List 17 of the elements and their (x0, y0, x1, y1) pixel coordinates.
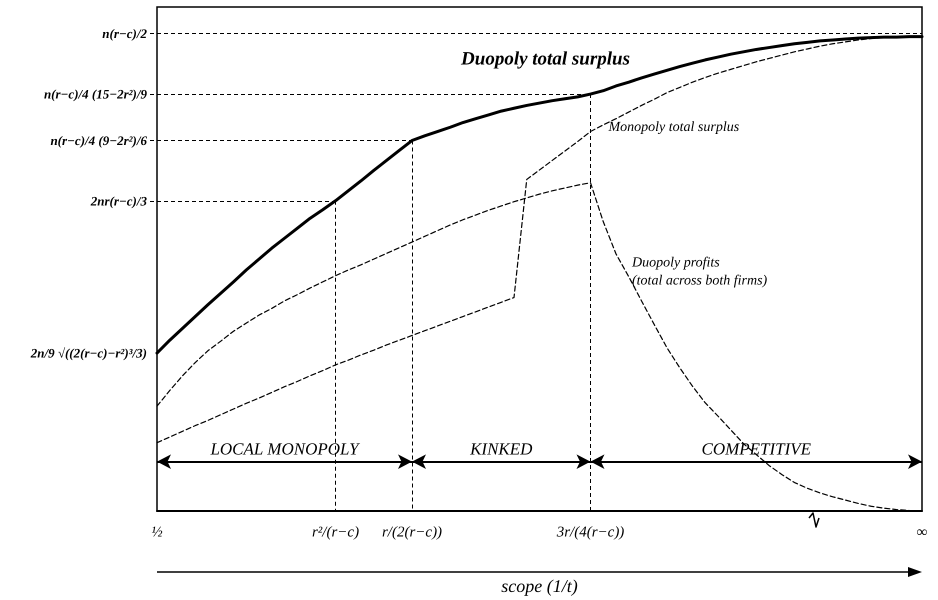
x-tick-label: r²/(r−c) (312, 524, 360, 540)
x-tick-label: ½ (151, 524, 163, 540)
text: n(r−c)/2 (102, 26, 148, 42)
annotation: 2n/9 √((2(r−c)−r²)³/3) (30, 346, 147, 361)
x-tick-label: 3r/(4(r−c)) (556, 524, 624, 540)
annotation: COMPETITIVE (701, 440, 812, 459)
annotation: n(r−c)/4 (9−2r²)/6 (50, 133, 148, 148)
x-tick-label: r/(2(r−c)) (382, 524, 442, 540)
series-label: Duopoly total surplus (460, 48, 630, 70)
x-axis-title: scope (1/t) (501, 576, 578, 596)
annotation: KINKED (469, 440, 534, 459)
annotation: 2nr(r−c)/3 (90, 193, 148, 208)
annotation: LOCAL MONOPOLY (209, 440, 360, 459)
series-label: Monopoly total surplus (608, 120, 740, 136)
series-label: Duopoly profits (total across both firms) (631, 255, 768, 288)
annotation: n(r−c)/4 (15−2r²)/9 (44, 86, 148, 102)
x-tick-label: ∞ (916, 524, 928, 540)
